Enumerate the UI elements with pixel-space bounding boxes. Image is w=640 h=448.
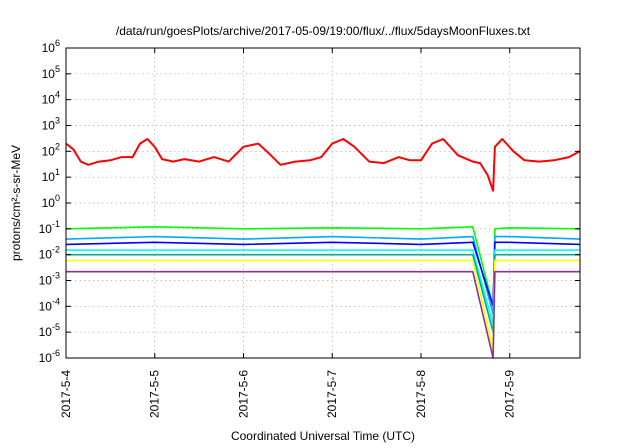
series-line-4	[65, 241, 581, 308]
y-tick-label: 100	[42, 193, 60, 210]
series-line-5	[66, 249, 580, 326]
grid	[65, 47, 580, 359]
y-tick-label: 102	[42, 141, 60, 158]
y-tick-label: 105	[42, 64, 60, 81]
x-axis-label: Coordinated Universal Time (UTC)	[231, 429, 415, 443]
x-tick-label: 2017-5-5	[148, 370, 162, 418]
y-tick-label: 104	[42, 90, 60, 107]
x-tick-label: 2017-5-7	[325, 370, 339, 418]
x-tick-label: 2017-5-6	[236, 370, 250, 418]
y-tick-label: 10-5	[39, 322, 60, 339]
x-tick-label: 2017-5-9	[503, 370, 517, 418]
y-axis-label: protons/cm²-s-sr-MeV	[9, 145, 23, 261]
y-tick-label: 10-2	[39, 245, 60, 262]
series-layer	[65, 138, 581, 359]
y-axis: 10-6 10-5 10-4 10-3 10-2 10-1 100 101 102 103 104 1…	[39, 38, 580, 365]
x-tick-label: 2017-5-4	[59, 370, 73, 418]
series-line-8	[66, 270, 580, 359]
y-tick-label: 101	[42, 167, 60, 184]
y-tick-label: 10-3	[39, 271, 60, 288]
series-line-2	[65, 226, 581, 308]
x-axis: 2017-5-4 2017-5-5 2017-5-6 2017-5-7 2017-5-8…	[59, 48, 517, 418]
x-tick-label: 2017-5-8	[414, 370, 428, 418]
y-tick-label: 106	[42, 38, 60, 55]
y-tick-label: 10-6	[39, 348, 60, 365]
y-tick-label: 10-4	[39, 296, 60, 313]
series-line-3	[65, 235, 581, 315]
series-line-7	[66, 259, 580, 352]
chart-title: /data/run/goesPlots/archive/2017-05-09/1…	[116, 24, 531, 38]
series-line-6	[66, 253, 580, 334]
y-tick-label: 103	[42, 116, 60, 133]
series-line-1	[65, 138, 581, 192]
y-tick-label: 10-1	[39, 219, 60, 236]
